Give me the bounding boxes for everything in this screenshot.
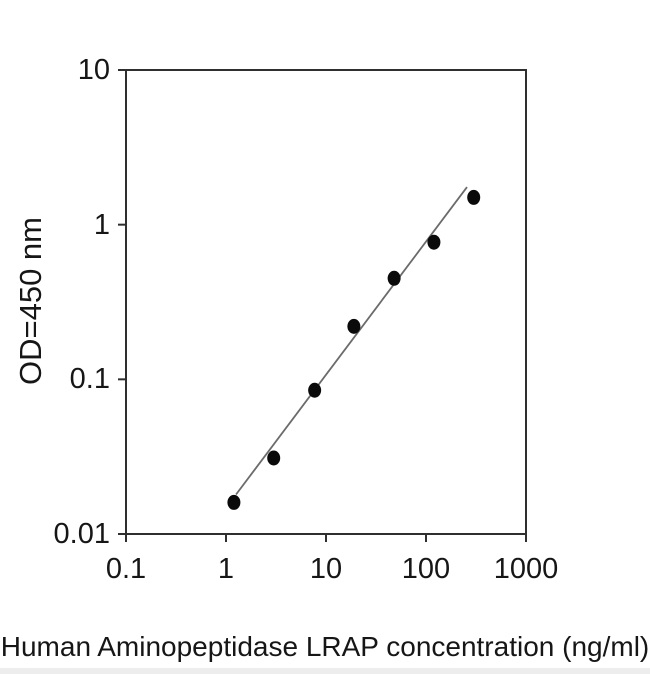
data-point xyxy=(227,494,241,510)
x-tick-label-1: 1 xyxy=(217,553,235,585)
data-point xyxy=(387,270,401,286)
bottom-edge-shade xyxy=(0,668,650,674)
fit-line xyxy=(235,186,468,496)
x-tick-label-1000: 1000 xyxy=(493,553,559,585)
data-point xyxy=(267,450,281,466)
y-axis-title: OD=450 nm xyxy=(13,216,48,386)
data-point xyxy=(467,189,481,205)
x-axis-title: Human Aminopeptidase LRAP concentration … xyxy=(0,631,650,662)
data-point xyxy=(427,234,441,250)
y-tick-label-0.1: 0.1 xyxy=(69,363,110,395)
y-tick-label-1: 1 xyxy=(93,209,110,241)
x-tick-label-0.1: 0.1 xyxy=(105,553,147,585)
x-tick-label-100: 100 xyxy=(401,553,451,585)
plot-frame xyxy=(125,69,527,535)
data-point xyxy=(347,318,361,334)
y-tick-label-0.01: 0.01 xyxy=(53,518,110,550)
x-tick-label-10: 10 xyxy=(309,553,343,585)
data-point xyxy=(308,382,322,398)
y-tick-label-10: 10 xyxy=(77,54,110,86)
